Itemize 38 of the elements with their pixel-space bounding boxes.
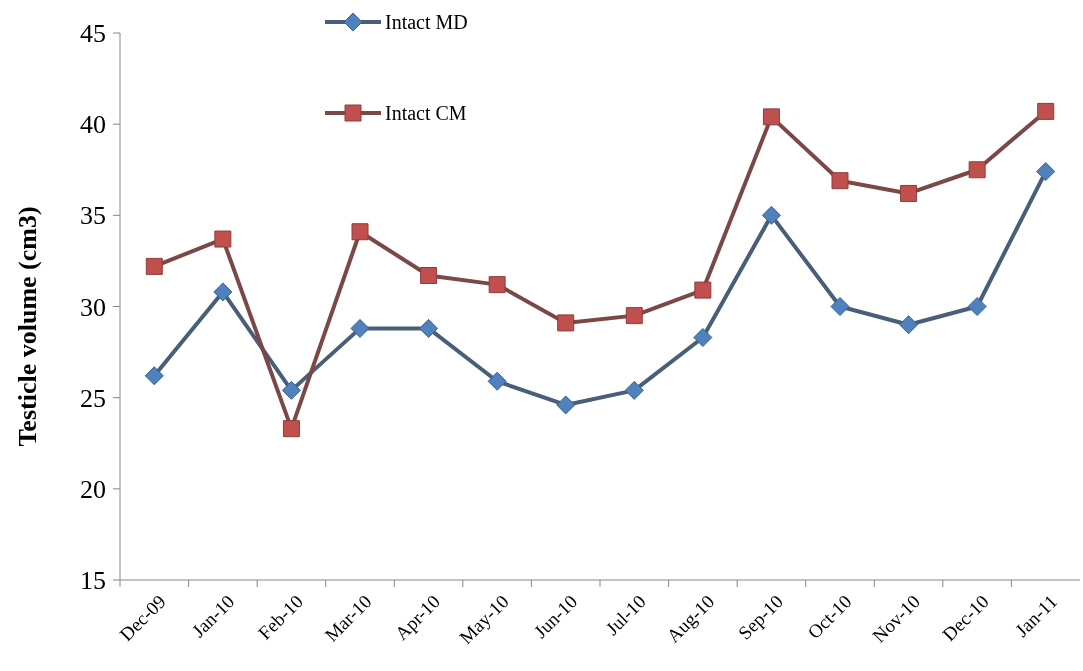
y-tick-label: 40	[80, 110, 106, 140]
y-tick-label: 25	[80, 383, 106, 413]
legend-label: Intact MD	[385, 11, 468, 33]
point	[214, 230, 232, 248]
point	[281, 380, 301, 400]
point	[693, 328, 713, 347]
point	[556, 395, 576, 415]
legend-label: Intact CM	[385, 102, 467, 124]
point	[899, 315, 919, 335]
point	[420, 267, 438, 284]
y-tick-label: 30	[80, 292, 106, 322]
y-tick-label: 20	[80, 474, 106, 504]
point	[350, 318, 370, 338]
point	[761, 205, 781, 225]
y-axis-title: Testicle volume (cm3)	[13, 206, 42, 447]
point	[557, 314, 575, 332]
point	[762, 108, 780, 126]
y-tick-label: 45	[80, 19, 106, 49]
y-tick-label: 35	[80, 201, 106, 231]
y-tick-label: 15	[80, 566, 106, 596]
point	[624, 380, 644, 400]
point	[625, 307, 643, 325]
point	[831, 172, 849, 190]
point	[213, 282, 233, 302]
point	[694, 281, 712, 299]
point	[145, 257, 163, 275]
point	[487, 371, 507, 391]
point	[1037, 102, 1055, 120]
point	[488, 276, 506, 294]
point	[144, 366, 164, 386]
point	[282, 420, 300, 438]
point	[1036, 162, 1056, 182]
point	[900, 184, 918, 202]
point	[967, 297, 987, 316]
point	[419, 318, 439, 338]
point	[351, 223, 369, 241]
point	[968, 161, 986, 179]
point	[830, 297, 850, 316]
